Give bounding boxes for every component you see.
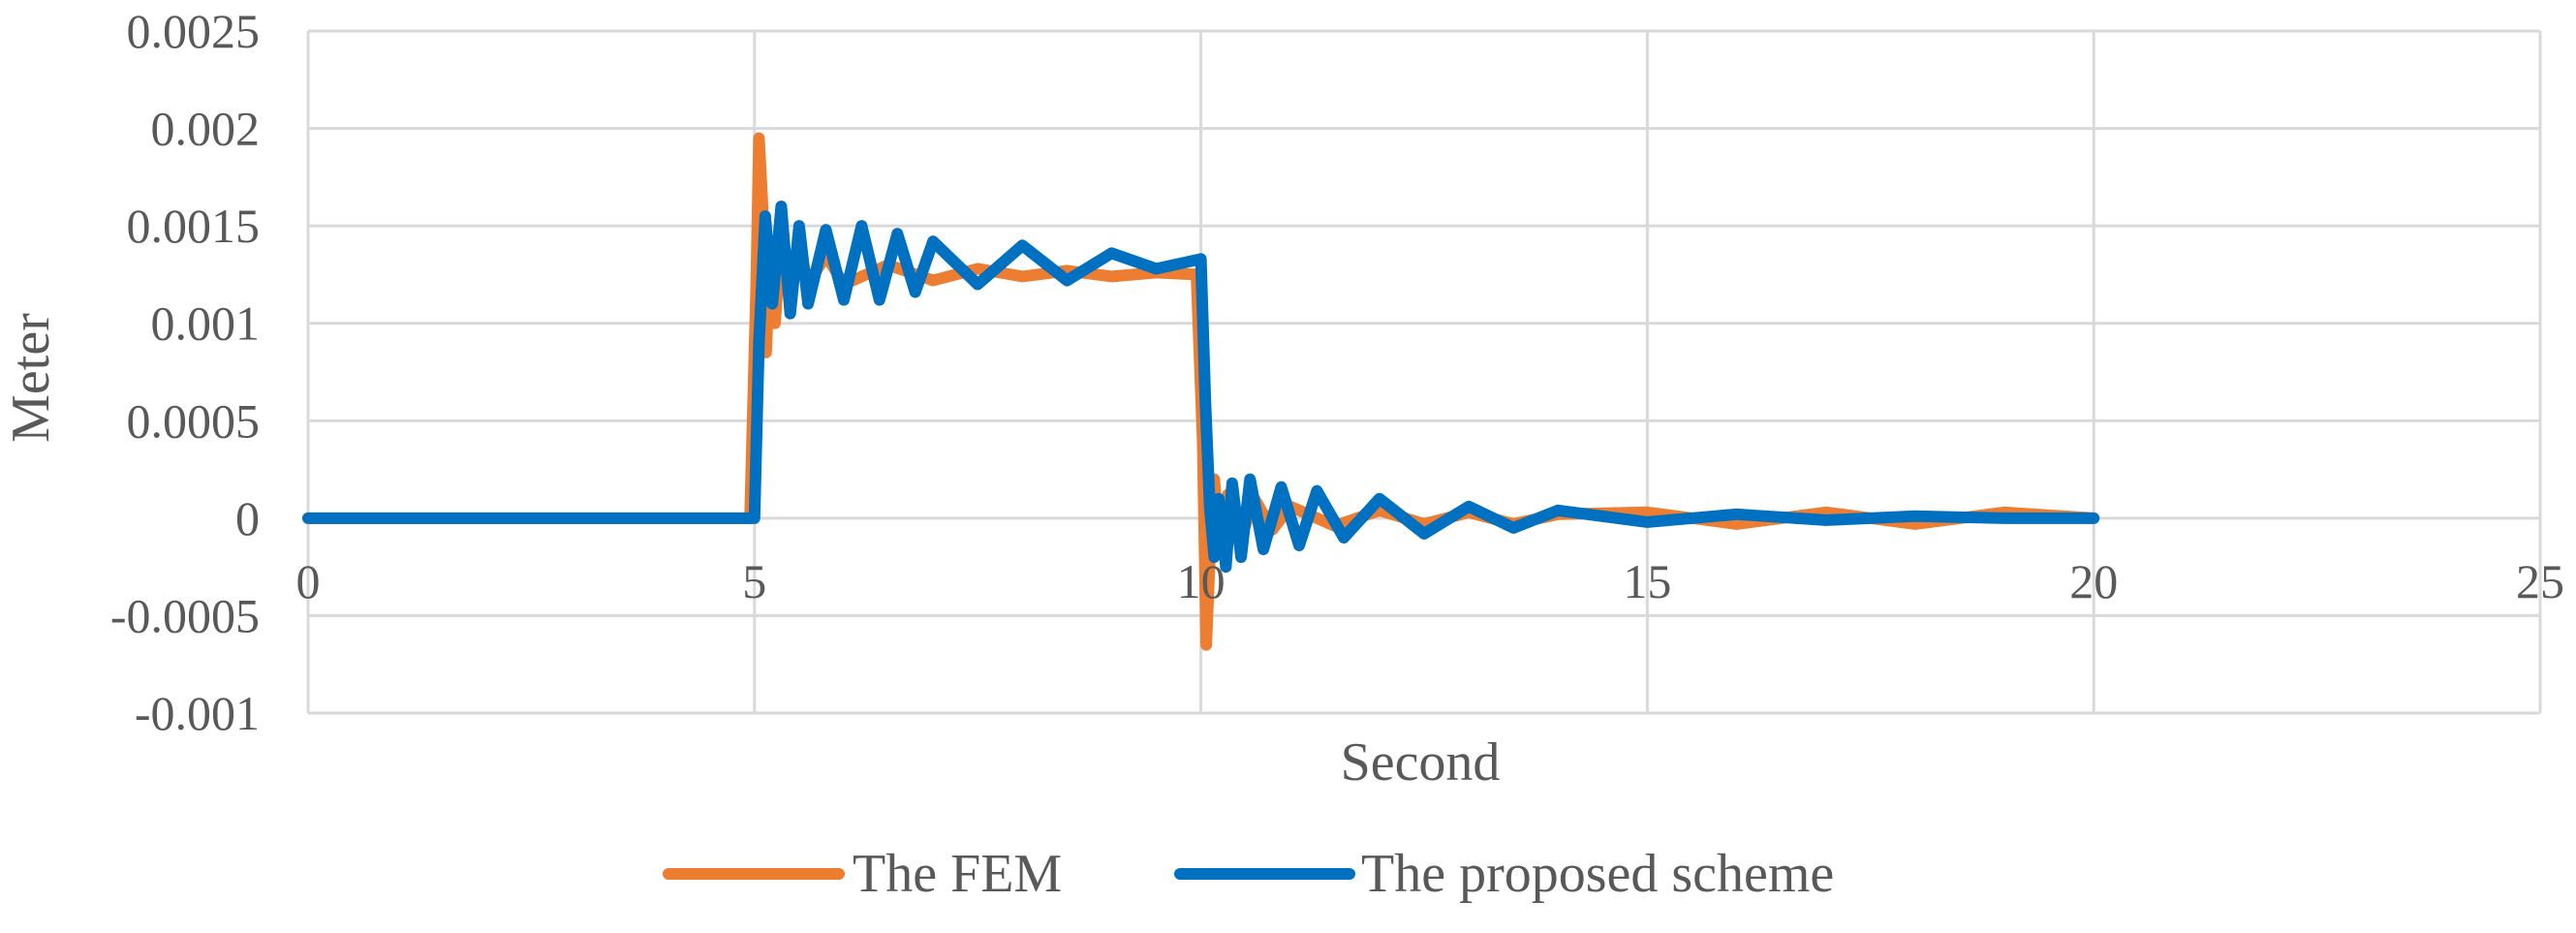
y-tick-label: -0.001 (135, 686, 260, 740)
x-tick-label: 5 (742, 554, 766, 608)
y-tick-label: 0.0015 (127, 199, 261, 253)
x-tick-label: 20 (2069, 554, 2118, 608)
x-tick-label: 25 (2516, 554, 2564, 608)
y-tick-label: 0.001 (151, 296, 261, 351)
series-lines (302, 132, 2100, 651)
x-tick-label: 15 (1623, 554, 1671, 608)
x-axis-title: Second (1341, 732, 1501, 793)
y-tick-label: 0.0005 (127, 393, 261, 448)
x-tick-labels: 0 5 10 15 20 25 (296, 554, 2565, 608)
y-tick-label: 0.002 (151, 102, 261, 156)
y-tick-label: -0.0005 (110, 588, 260, 642)
x-tick-label: 0 (296, 554, 321, 608)
y-tick-label: 0 (235, 491, 260, 545)
y-tick-labels: -0.001 -0.0005 0 0.0005 0.001 0.0015 0.002 0.00… (110, 4, 260, 740)
legend-label-the-fem: The FEM (853, 844, 1062, 904)
grid-lines (306, 29, 2542, 715)
legend-label-the-proposed-scheme: The proposed scheme (1361, 844, 1834, 904)
y-tick-label: 0.0025 (127, 4, 261, 58)
series-line-the-proposed-scheme (302, 201, 2100, 574)
y-axis-title: Meter (1, 313, 61, 443)
legend: The FEM The proposed scheme (663, 844, 1834, 904)
x-tick-label: 10 (1177, 554, 1226, 608)
